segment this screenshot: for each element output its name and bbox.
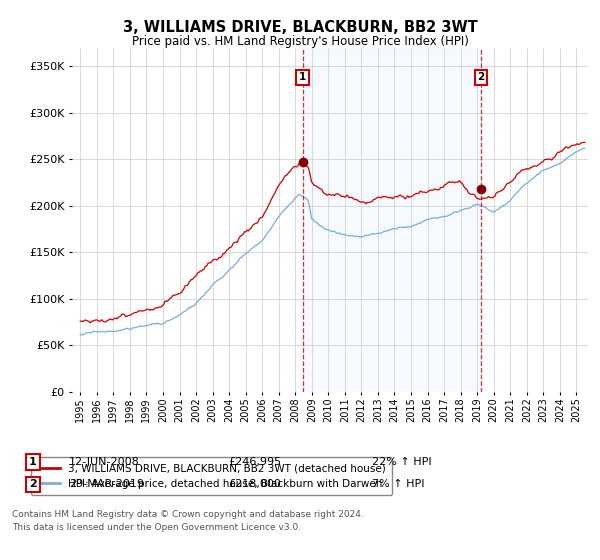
Bar xyxy=(303,48,481,392)
Text: 2: 2 xyxy=(478,72,485,82)
Text: 1: 1 xyxy=(299,72,307,82)
Text: 3, WILLIAMS DRIVE, BLACKBURN, BB2 3WT: 3, WILLIAMS DRIVE, BLACKBURN, BB2 3WT xyxy=(122,20,478,35)
Text: 12-JUN-2008: 12-JUN-2008 xyxy=(69,457,140,467)
Text: This data is licensed under the Open Government Licence v3.0.: This data is licensed under the Open Gov… xyxy=(12,523,301,532)
Text: 2: 2 xyxy=(29,479,37,489)
Text: 1: 1 xyxy=(29,457,37,467)
Text: 29-MAR-2019: 29-MAR-2019 xyxy=(69,479,144,489)
Legend: 3, WILLIAMS DRIVE, BLACKBURN, BB2 3WT (detached house), HPI: Average price, deta: 3, WILLIAMS DRIVE, BLACKBURN, BB2 3WT (d… xyxy=(31,458,392,495)
Text: £246,995: £246,995 xyxy=(228,457,281,467)
Text: 22% ↑ HPI: 22% ↑ HPI xyxy=(372,457,431,467)
Text: 7% ↑ HPI: 7% ↑ HPI xyxy=(372,479,425,489)
Text: £218,000: £218,000 xyxy=(228,479,281,489)
Text: Contains HM Land Registry data © Crown copyright and database right 2024.: Contains HM Land Registry data © Crown c… xyxy=(12,510,364,519)
Text: Price paid vs. HM Land Registry's House Price Index (HPI): Price paid vs. HM Land Registry's House … xyxy=(131,35,469,48)
